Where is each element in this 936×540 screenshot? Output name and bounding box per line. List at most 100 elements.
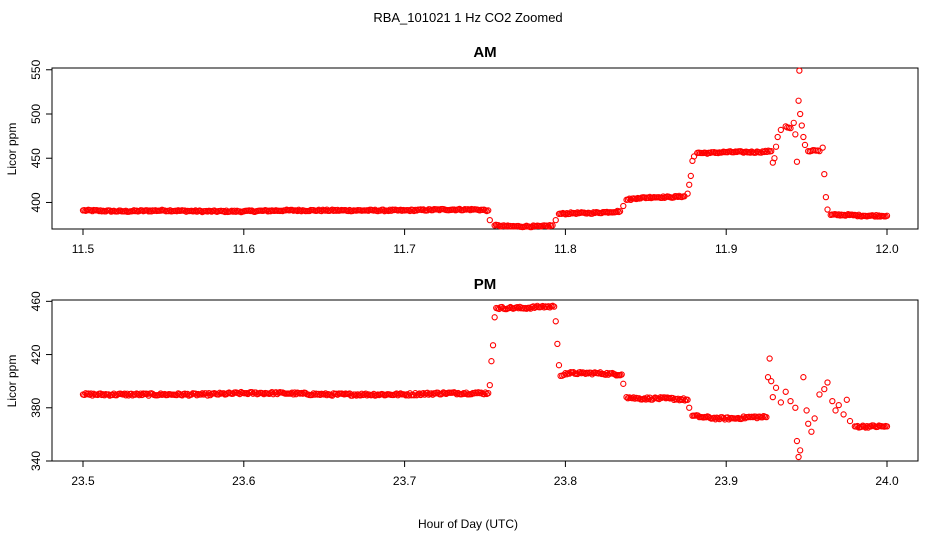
pm-data-point xyxy=(357,392,364,399)
am-data-point xyxy=(787,124,794,132)
pm-data-point xyxy=(358,390,365,397)
pm-data-point xyxy=(824,379,831,386)
am-ticks: 11.5 11.6 11.7 11.8 11.9 12.0 400 450 500 550 xyxy=(29,59,899,256)
pm-data-point xyxy=(620,380,627,387)
am-data-point xyxy=(821,170,828,178)
am-plot-frame xyxy=(51,67,919,230)
am-data-point xyxy=(801,141,809,149)
am-x-tick-label: 11.7 xyxy=(393,242,416,256)
pm-data-point xyxy=(122,392,130,399)
am-y-tick-label: 500 xyxy=(29,104,43,124)
am-data-point xyxy=(883,212,891,219)
am-y-tick-label: 450 xyxy=(29,148,43,168)
am-data-point xyxy=(771,155,778,162)
am-panel-title: AM xyxy=(473,44,496,61)
pm-data-point xyxy=(766,355,773,362)
pm-data-point xyxy=(684,396,691,403)
am-data-point xyxy=(486,216,493,224)
am-data-point xyxy=(795,97,802,104)
am-data-point xyxy=(545,223,552,230)
pm-data-point xyxy=(816,391,823,398)
pm-data-point xyxy=(777,399,785,406)
am-data-point xyxy=(633,195,640,203)
am-y-axis-label: Licor ppm xyxy=(5,123,19,176)
am-data-point xyxy=(768,147,775,155)
pm-data-point xyxy=(811,415,818,422)
am-data-point xyxy=(822,193,830,201)
am-data-point xyxy=(485,207,492,214)
pm-data-point xyxy=(829,397,836,405)
am-data-point xyxy=(824,206,831,213)
pm-panel: PM Licor ppm 23.5 23.6 23.7 23.8 23.9 24.0 340… xyxy=(5,276,919,488)
figure-title: RBA_101021 1 Hz CO2 Zoomed xyxy=(373,10,562,25)
pm-data-point xyxy=(803,407,810,414)
pm-data-point xyxy=(199,390,206,397)
am-data-point xyxy=(819,144,826,151)
pm-data-point xyxy=(552,318,559,325)
am-x-tick-label: 12.0 xyxy=(875,242,899,256)
pm-data-point xyxy=(787,397,794,405)
pm-data-point xyxy=(808,428,815,435)
pm-data-point xyxy=(489,342,497,349)
am-x-tick-label: 11.6 xyxy=(233,242,256,256)
am-data-point xyxy=(798,122,805,129)
pm-data-point xyxy=(846,417,854,425)
pm-data-point xyxy=(805,420,812,427)
am-data-point xyxy=(687,172,694,180)
pm-data-point xyxy=(550,303,558,310)
pm-x-tick-label: 23.8 xyxy=(554,474,578,488)
am-data-point xyxy=(612,208,620,216)
pm-data-point xyxy=(482,389,489,396)
am-data-point xyxy=(686,181,693,188)
pm-data-point xyxy=(623,393,630,401)
pm-data-point xyxy=(772,384,780,391)
pm-x-tick-label: 24.0 xyxy=(875,474,899,488)
am-data-point xyxy=(690,153,698,160)
pm-data-point xyxy=(712,416,719,423)
am-data-point xyxy=(562,211,569,218)
pm-data-point xyxy=(491,314,498,321)
am-data-point xyxy=(620,202,627,210)
am-x-tick-label: 11.8 xyxy=(554,242,577,256)
pm-x-tick-label: 23.5 xyxy=(71,474,95,488)
pm-x-tick-label: 23.6 xyxy=(232,474,256,488)
am-y-tick-label: 550 xyxy=(29,59,43,79)
am-data-point xyxy=(614,207,621,215)
pm-data-point xyxy=(486,382,493,389)
pm-data-point xyxy=(832,407,839,414)
pm-data-point xyxy=(485,389,492,397)
pm-ticks: 23.5 23.6 23.7 23.8 23.9 24.0 340 380 420 460 xyxy=(29,291,899,488)
pm-data-point xyxy=(763,413,770,421)
am-data-point xyxy=(800,133,807,141)
am-points xyxy=(79,67,891,231)
pm-x-tick-label: 23.7 xyxy=(393,474,417,488)
pm-data-point xyxy=(397,390,404,397)
pm-data-point xyxy=(795,453,802,461)
pm-data-point xyxy=(488,358,495,365)
am-data-point xyxy=(816,147,823,155)
pm-y-tick-label: 380 xyxy=(29,397,43,417)
pm-data-point xyxy=(124,390,131,397)
pm-data-point xyxy=(764,374,772,381)
pm-data-point xyxy=(576,368,584,376)
pm-y-tick-label: 460 xyxy=(29,291,43,311)
pm-y-tick-label: 420 xyxy=(29,344,43,364)
am-data-point xyxy=(797,110,804,118)
pm-panel-title: PM xyxy=(474,276,497,293)
pm-data-point xyxy=(759,414,766,421)
am-data-point xyxy=(774,133,781,141)
pm-data-point xyxy=(480,391,488,398)
pm-data-point xyxy=(768,378,775,385)
am-data-point xyxy=(684,190,691,197)
am-data-point xyxy=(793,158,801,165)
am-data-point xyxy=(790,119,797,126)
pm-data-point xyxy=(322,390,329,397)
pm-data-point xyxy=(555,362,563,369)
pm-data-point xyxy=(797,447,804,454)
pm-data-point xyxy=(800,374,807,381)
am-x-tick-label: 11.5 xyxy=(72,242,95,256)
am-data-point xyxy=(777,126,785,134)
pm-data-point xyxy=(554,340,561,348)
pm-data-point xyxy=(353,392,360,399)
